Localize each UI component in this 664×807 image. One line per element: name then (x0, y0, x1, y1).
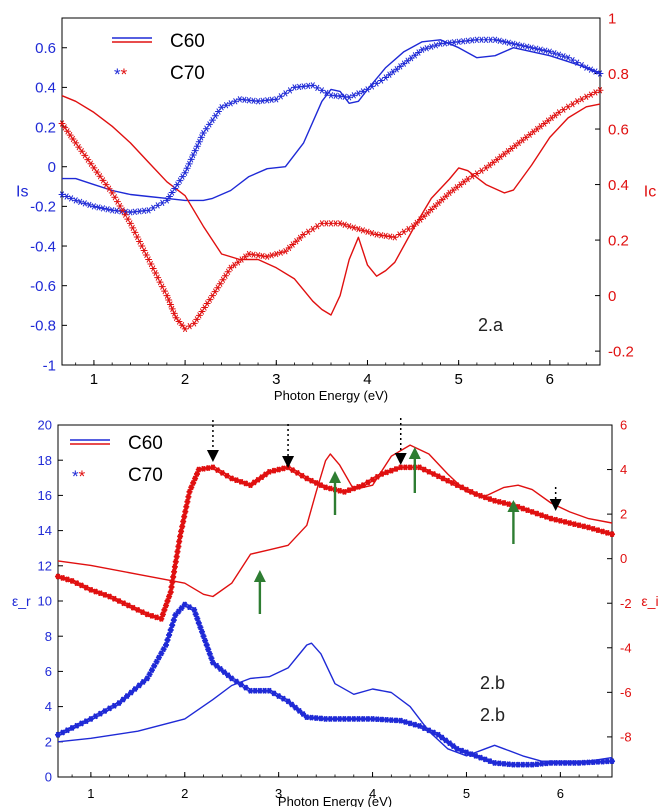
series-line (61, 95, 601, 316)
y2-tick-label: 4 (620, 462, 627, 477)
green-arrow-head (329, 471, 341, 483)
series-markers (54, 464, 616, 622)
x-tick-label: 2 (181, 371, 189, 388)
y-tick-label: 0.4 (35, 80, 56, 97)
panel-annotation: 2.b (480, 673, 505, 693)
legend-marker-c70: ** (114, 65, 128, 84)
peak-arrows (206, 418, 562, 614)
y-tick-label: 0.6 (35, 40, 56, 57)
series-line (57, 642, 613, 762)
x-axis-label: Photon Energy (eV) (274, 388, 388, 403)
legend: C60 ** C70 (70, 433, 163, 486)
x-tick-label: 1 (90, 371, 98, 388)
dotted-arrow-head (282, 456, 295, 468)
x-axis-label: Photon Energy (eV) (278, 794, 392, 807)
y-tick-label: 12 (38, 558, 52, 573)
y2-tick-label: 1 (608, 10, 616, 27)
y2-tick-label: 6 (620, 418, 627, 433)
y-tick-label: -0.6 (30, 278, 56, 295)
y2-tick-label: 0 (620, 551, 627, 566)
series-markers (58, 36, 604, 216)
y-tick-label: 8 (45, 629, 52, 644)
y-tick-label: 20 (38, 418, 52, 433)
y-tick-label: 0 (45, 770, 52, 785)
x-tick-label: 6 (557, 786, 564, 801)
chart-panel-1: 1 2 3 4 5 6 0.6 0.4 0.2 0 -0.2 -0.4 -0.6 -0.8 -1 1 0.8 0.… (16, 10, 656, 403)
x-tick-label: 5 (463, 786, 470, 801)
x-tick-label: 3 (272, 371, 280, 388)
dotted-arrow-head (394, 453, 407, 465)
x-tick-label: 3 (275, 786, 282, 801)
y2-tick-label: 2 (620, 507, 627, 522)
series-line (57, 444, 613, 598)
y-tick-label: 4 (45, 699, 52, 714)
y-tick-label: 16 (38, 488, 52, 503)
series-line (62, 39, 601, 202)
y-tick-label: -0.4 (30, 238, 56, 255)
dotted-arrow-head (206, 450, 219, 462)
y2-tick-label: -6 (620, 685, 632, 700)
green-arrow-head (408, 447, 421, 459)
series-markers (58, 87, 604, 332)
y2-tick-label: 0.8 (608, 66, 629, 83)
legend-label-c60: C60 (128, 433, 163, 454)
y-tick-label: 0.2 (35, 119, 56, 136)
y-tick-label: -0.8 (30, 318, 56, 335)
y2-tick-label: -8 (620, 729, 632, 744)
y-tick-label: 14 (38, 523, 52, 538)
x-tick-label: 2 (181, 786, 188, 801)
chart-panel-2: 1 2 3 4 5 6201816141210864206420-2-4-6-8Photo… (12, 418, 659, 807)
x-tick-label: 5 (454, 371, 462, 388)
green-arrow-head (507, 500, 520, 512)
x-tick-label: 1 (87, 786, 94, 801)
legend-label-c70: C70 (170, 63, 205, 84)
legend-label-c60: C60 (170, 31, 205, 52)
x-tick-label: 4 (363, 371, 371, 388)
x-tick-label: 6 (546, 371, 554, 388)
y2-axis-label: ε_i (641, 593, 658, 609)
y2-axis-label: Ic (644, 184, 656, 201)
y2-tick-label: 0.6 (608, 121, 629, 138)
y2-tick-label: -0.2 (608, 343, 634, 360)
y-tick-label: 18 (38, 453, 52, 468)
legend: C60 ** C70 (112, 31, 205, 84)
y-tick-label: -1 (43, 357, 56, 374)
series-markers (54, 601, 616, 768)
y2-tick-label: 0 (608, 288, 616, 305)
y-axis-label: Is (16, 184, 28, 201)
panel-annotation: 2.a (478, 315, 504, 335)
y-axis-label: ε_r (12, 593, 31, 609)
y2-tick-label: -2 (620, 596, 632, 611)
dotted-arrow-head (549, 499, 562, 511)
y-tick-label: 0 (48, 159, 56, 176)
y-tick-label: 2 (45, 734, 52, 749)
plot-frame (61, 17, 601, 366)
y-tick-label: 6 (45, 664, 52, 679)
y-tick-label: -0.2 (30, 199, 56, 216)
x-tick-label: 4 (369, 786, 376, 801)
y2-tick-label: 0.4 (608, 177, 629, 194)
y-tick-label: 10 (38, 594, 52, 609)
legend-marker-c70: ** (72, 467, 86, 486)
y2-tick-label: -4 (620, 640, 632, 655)
panel-annotation: 2.b (480, 705, 505, 725)
y2-tick-label: 0.2 (608, 232, 629, 249)
green-arrow-head (253, 570, 266, 582)
legend-label-c70: C70 (128, 465, 163, 486)
